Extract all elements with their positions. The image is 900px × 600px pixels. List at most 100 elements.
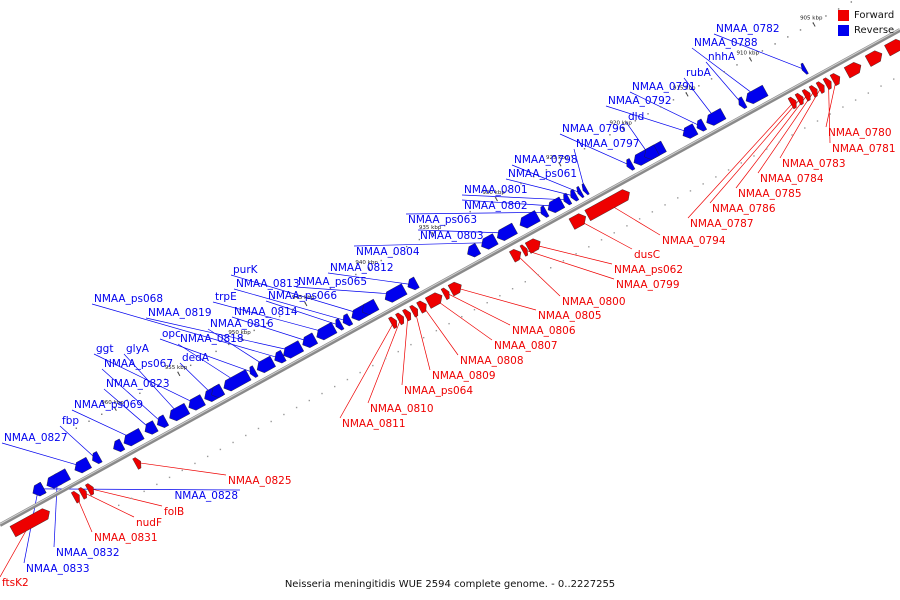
scale-dot-lower — [181, 469, 183, 472]
scale-dot — [456, 217, 459, 220]
scale-dot-lower — [753, 155, 755, 157]
forward-gene — [519, 244, 529, 257]
forward-gene — [584, 189, 630, 222]
reverse-gene — [256, 355, 276, 374]
scale-dot-lower — [232, 441, 234, 444]
gene-label-forward: NMAA_0799 — [616, 279, 680, 291]
scale-dot — [444, 224, 446, 227]
reverse-gene — [738, 96, 748, 109]
reverse-gene — [563, 192, 573, 206]
reverse-gene — [540, 205, 550, 218]
forward-gene — [794, 92, 804, 106]
reverse-gene — [156, 414, 170, 428]
scale-dot-lower — [435, 329, 438, 332]
scale-dot — [533, 175, 535, 178]
scale-dot — [329, 287, 332, 290]
gene-label-forward: NMAA_0784 — [760, 173, 824, 185]
scale-tick — [368, 267, 371, 272]
gene-label-forward: NMAA_0825 — [228, 475, 292, 487]
scale-dot — [317, 294, 319, 297]
reverse-gene — [407, 276, 420, 291]
scale-dot-lower — [651, 211, 654, 213]
scale-dot-lower — [829, 113, 831, 115]
label-leader — [83, 492, 135, 518]
gene-label-forward: NMAA_0781 — [832, 143, 896, 155]
forward-gene — [85, 483, 94, 496]
scale-dot-lower — [295, 406, 298, 409]
scale-dot-lower — [219, 448, 222, 451]
gene-label-reverse: NMAA_0818 — [180, 333, 244, 345]
label-leader — [53, 479, 58, 548]
label-leader — [417, 229, 506, 234]
forward-gene — [822, 77, 832, 90]
legend-reverse-swatch — [838, 25, 849, 36]
forward-gene — [787, 96, 797, 110]
reverse-gene — [92, 451, 103, 465]
scale-dot — [278, 315, 281, 318]
gene-label-reverse: NMAA_0792 — [608, 95, 672, 107]
scale-dot-lower — [334, 385, 336, 388]
gene-label-forward: ftsK2 — [2, 577, 29, 589]
reverse-gene — [302, 332, 319, 348]
scale-dot-lower — [130, 497, 133, 500]
scale-dot-lower — [359, 371, 361, 374]
gene-label-reverse: NMAA_0833 — [26, 563, 90, 575]
gene-label-forward: folB — [164, 506, 184, 518]
legend-reverse-label: Reverse — [854, 25, 895, 36]
gene-label-reverse: NMAA_ps068 — [94, 293, 163, 305]
label-leader — [71, 409, 133, 439]
scale-dot — [698, 85, 700, 87]
gene-label-reverse: NMAA_0813 — [236, 278, 300, 290]
label-leader — [177, 343, 237, 382]
scale-dot — [710, 78, 713, 80]
reverse-gene-unlabeled — [211, 383, 226, 399]
gene-label-reverse: fbp — [62, 415, 79, 427]
scale-dot — [634, 120, 637, 122]
reverse-gene — [496, 222, 518, 241]
scale-dot — [88, 420, 90, 422]
gene-label-reverse: NMAA_0823 — [106, 378, 170, 390]
scale-dot — [304, 301, 306, 304]
label-leader — [93, 353, 196, 404]
label-leader — [687, 102, 794, 219]
forward-gene — [70, 490, 80, 504]
legend: Forward Reverse — [838, 8, 894, 38]
scale-tick-label: 930 kbp — [482, 190, 505, 196]
reverse-gene — [706, 108, 727, 126]
scale-tick-label: 950 kbp — [228, 330, 251, 336]
gene-label-forward: NMAA_ps062 — [614, 264, 683, 276]
scale-dot-lower — [740, 162, 742, 164]
scale-dot — [837, 8, 840, 10]
scale-dot-lower — [664, 204, 666, 206]
label-leader — [629, 91, 701, 127]
gene-label-reverse: NMAA_ps063 — [408, 214, 477, 226]
gene-label-reverse: NMAA_0832 — [56, 547, 120, 559]
scale-dot-lower — [842, 106, 844, 108]
label-leader — [683, 77, 716, 119]
scale-dot-lower — [867, 92, 870, 94]
scale-dot-lower — [257, 427, 260, 430]
gene-label-reverse: purK — [233, 264, 259, 276]
scale-dot-lower — [626, 225, 628, 227]
gene-label-reverse: NMAA_ps065 — [298, 276, 367, 288]
scale-tick-label: 920 kbp — [610, 120, 633, 126]
label-leader — [735, 94, 808, 189]
gene-label-forward: dusC — [634, 249, 660, 261]
reverse-gene — [481, 233, 499, 250]
scale-dot — [723, 71, 725, 73]
scale-dot-lower — [893, 78, 895, 80]
scale-tick-label: 955 kbp — [165, 365, 188, 371]
gene-label-reverse: NMAA_0819 — [148, 307, 212, 319]
label-leader — [511, 164, 580, 193]
backbone-line — [0, 28, 900, 527]
scale-dot — [672, 99, 675, 101]
gene-label-reverse: NMAA_0816 — [210, 318, 274, 330]
gene-label-forward: NMAA_0783 — [782, 158, 846, 170]
backbone-highlight — [0, 28, 900, 525]
scale-dot-lower — [118, 504, 120, 507]
forward-gene — [416, 300, 427, 314]
scale-dot-lower — [384, 357, 387, 360]
gene-label-reverse: nhhA — [708, 51, 736, 63]
